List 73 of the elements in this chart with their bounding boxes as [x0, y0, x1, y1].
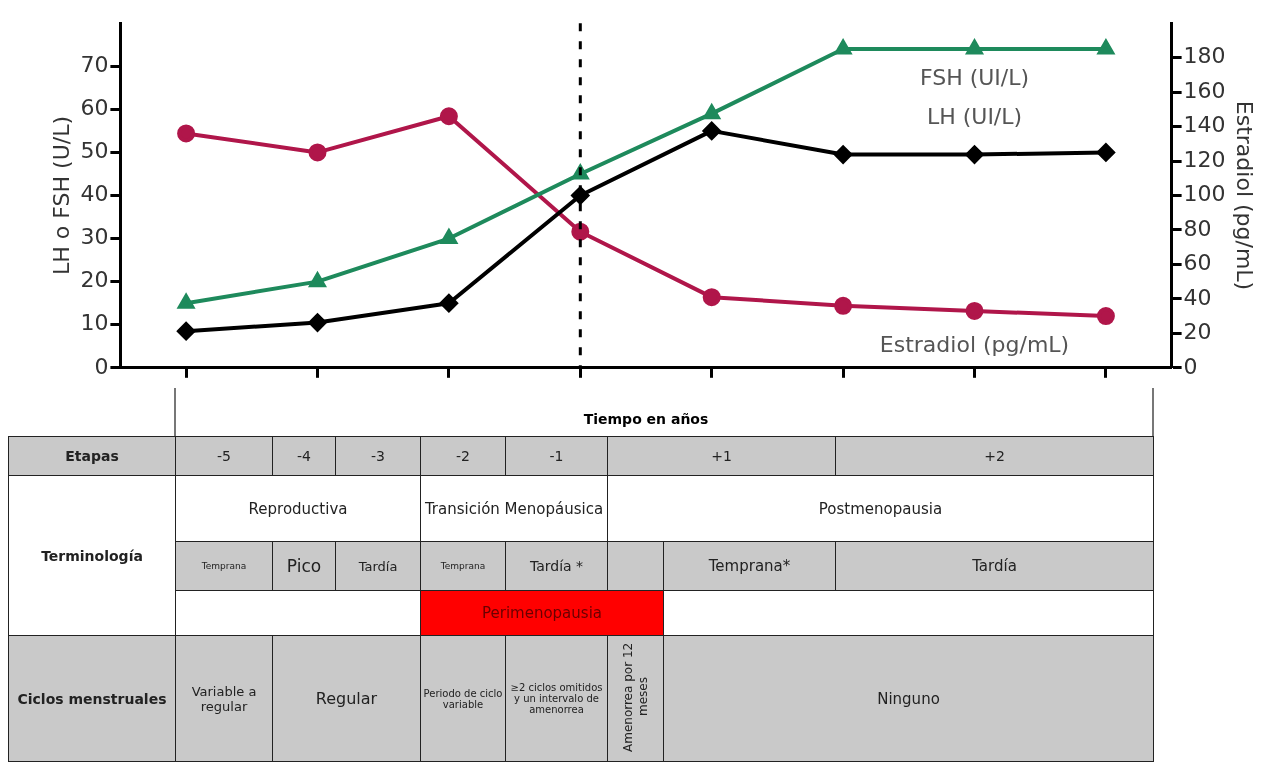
y2-tick-label: 20	[1183, 319, 1212, 345]
y2-tick-label: 60	[1183, 250, 1212, 276]
point	[834, 145, 853, 164]
text: Tardía	[358, 558, 398, 574]
point	[1096, 143, 1115, 162]
y-tick-label: 10	[80, 310, 109, 336]
y-tick-label: 0	[94, 353, 109, 379]
text: ≥2 ciclos omitidos y un intervalo de amenorrea	[510, 682, 603, 715]
point	[439, 294, 458, 313]
point	[702, 121, 721, 140]
series-label: LH (UI/L)	[926, 104, 1023, 130]
point	[1097, 40, 1114, 55]
y2-tick-label: 160	[1183, 77, 1226, 103]
text: -2	[456, 448, 470, 464]
point	[1096, 307, 1115, 326]
y-tick-label: 60	[80, 95, 109, 121]
y-tick-label: 20	[80, 267, 109, 293]
text: Temprana	[440, 561, 486, 571]
y2-tick-label: 80	[1183, 215, 1212, 241]
text: Tardía *	[529, 558, 584, 574]
point	[308, 143, 327, 162]
y2-tick-label: 40	[1183, 284, 1212, 310]
point	[177, 124, 196, 143]
y-tick-label: 70	[80, 51, 109, 77]
point	[966, 40, 983, 55]
series-label: FSH (UI/L)	[919, 64, 1030, 90]
text: Etapas	[65, 448, 119, 464]
text: -4	[297, 448, 311, 464]
y-tick-label: 30	[80, 224, 109, 250]
point	[571, 222, 590, 241]
text: Perimenopausia	[482, 604, 602, 622]
text: -5	[217, 448, 231, 464]
text: +1	[711, 448, 732, 464]
text: Terminología	[41, 547, 143, 564]
point	[834, 296, 853, 315]
text: Pico	[286, 556, 322, 576]
point	[835, 40, 852, 55]
y2-tick-label: 180	[1183, 43, 1226, 69]
point	[572, 164, 589, 180]
y2-tick-label: 100	[1183, 181, 1226, 207]
text: Temprana	[201, 561, 247, 571]
x-axis-title: Tiempo en años	[583, 411, 709, 428]
text: Regular	[315, 689, 378, 708]
text: Ciclos menstruales	[17, 690, 167, 707]
text: Amenorrea por 12 meses	[620, 641, 651, 754]
y-tick-label: 50	[80, 138, 109, 164]
y-axis-title: LH o FSH (U/L)	[48, 116, 74, 275]
y2-tick-label: 120	[1183, 146, 1226, 172]
text: Transición Menopáusica	[424, 499, 604, 518]
text: Temprana*	[708, 557, 791, 575]
text: -1	[549, 448, 564, 464]
series-label: Estradiol (pg/mL)	[879, 331, 1070, 357]
point	[571, 186, 590, 205]
text: Periodo de ciclo variable	[423, 687, 503, 710]
point	[177, 322, 196, 341]
point	[702, 288, 721, 307]
point	[703, 102, 722, 120]
y-tick-label: 40	[80, 181, 109, 207]
text: Ninguno	[877, 689, 940, 708]
text: -3	[371, 448, 385, 464]
text: Postmenopausia	[818, 499, 943, 518]
text: Tardía	[972, 557, 1017, 575]
y2-axis-title: Estradiol (pg/mL)	[1232, 100, 1258, 291]
point	[178, 294, 195, 309]
point	[308, 313, 327, 332]
text: Variable a regular	[191, 683, 257, 714]
point	[965, 301, 984, 320]
text: +2	[984, 448, 1005, 464]
point	[965, 145, 984, 164]
point	[439, 107, 458, 126]
y2-tick-label: 0	[1183, 353, 1198, 379]
y2-tick-label: 140	[1183, 112, 1226, 138]
text: Reproductiva	[248, 499, 348, 518]
